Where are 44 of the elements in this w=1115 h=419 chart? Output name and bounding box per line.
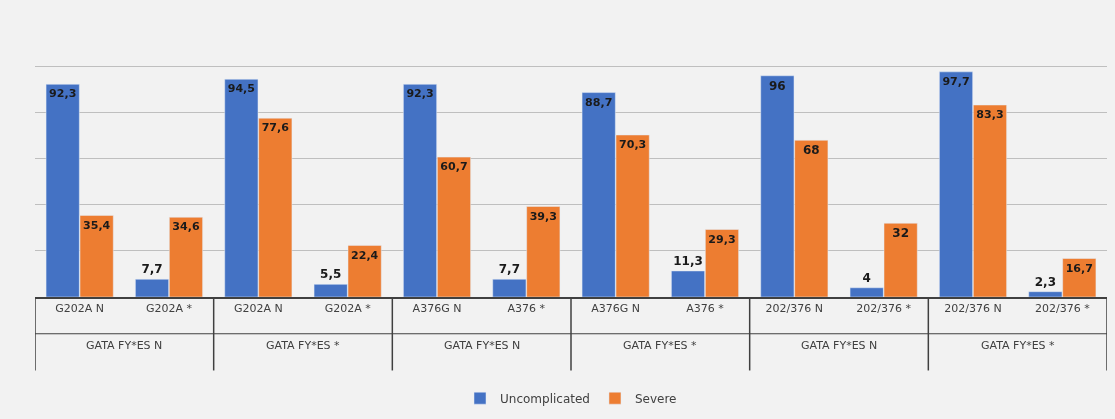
text: GATA FY*ES * [981,339,1056,352]
data-label: 11,3 [673,253,703,268]
data-label: 77,6 [261,121,290,135]
x-tick-label: G202A N [233,301,283,315]
data-label: 2,3 [1034,274,1056,289]
x-tick-label: A376 * [686,301,725,315]
data-label: 35,4 [83,218,111,232]
text: GATA FY*ES N [444,339,521,352]
data-label: 96 [769,78,786,93]
x-tick-label: 202/376 * [1034,301,1091,315]
x-tick-label: G202A N [55,301,105,315]
text: GATA FY*ES * [266,339,341,352]
data-label: 94,5 [227,82,255,96]
data-label: 32 [892,226,909,241]
x-tick-label: G202A * [324,301,372,315]
data-label: 92,3 [49,87,77,101]
data-label: 22,4 [351,248,379,262]
legend-label: Severe [634,391,677,406]
data-label: 16,7 [1065,261,1093,275]
data-label: 83,3 [976,108,1004,122]
data-label: 88,7 [585,95,613,109]
data-label: 92,3 [406,87,434,101]
text: GATA FY*ES N [801,339,878,352]
data-label: 70,3 [619,138,647,152]
x-tick-label: 202/376 N [944,301,1002,315]
x-tick-label: A376G N [591,301,641,315]
data-label: 68 [802,143,820,158]
data-label: 29,3 [708,232,736,246]
x-tick-label: 202/376 * [856,301,912,315]
x-tick-label: G202A * [145,301,193,315]
x-tick-label: A376G N [412,301,462,315]
x-tick-label: 202/376 N [765,301,824,315]
data-label: 5,5 [320,267,342,282]
x-tick-label: A376 * [507,301,546,315]
legend-label: Uncomplicated [500,391,590,406]
data-label: 7,7 [141,262,163,277]
data-label: 7,7 [498,262,520,277]
data-label: 60,7 [440,160,468,174]
text: GATA FY*ES * [623,339,698,352]
text: GATA FY*ES N [86,339,163,352]
data-label: 34,6 [172,220,200,234]
data-label: 4 [862,270,871,285]
data-label: 97,7 [942,74,970,88]
data-label: 39,3 [529,209,557,223]
